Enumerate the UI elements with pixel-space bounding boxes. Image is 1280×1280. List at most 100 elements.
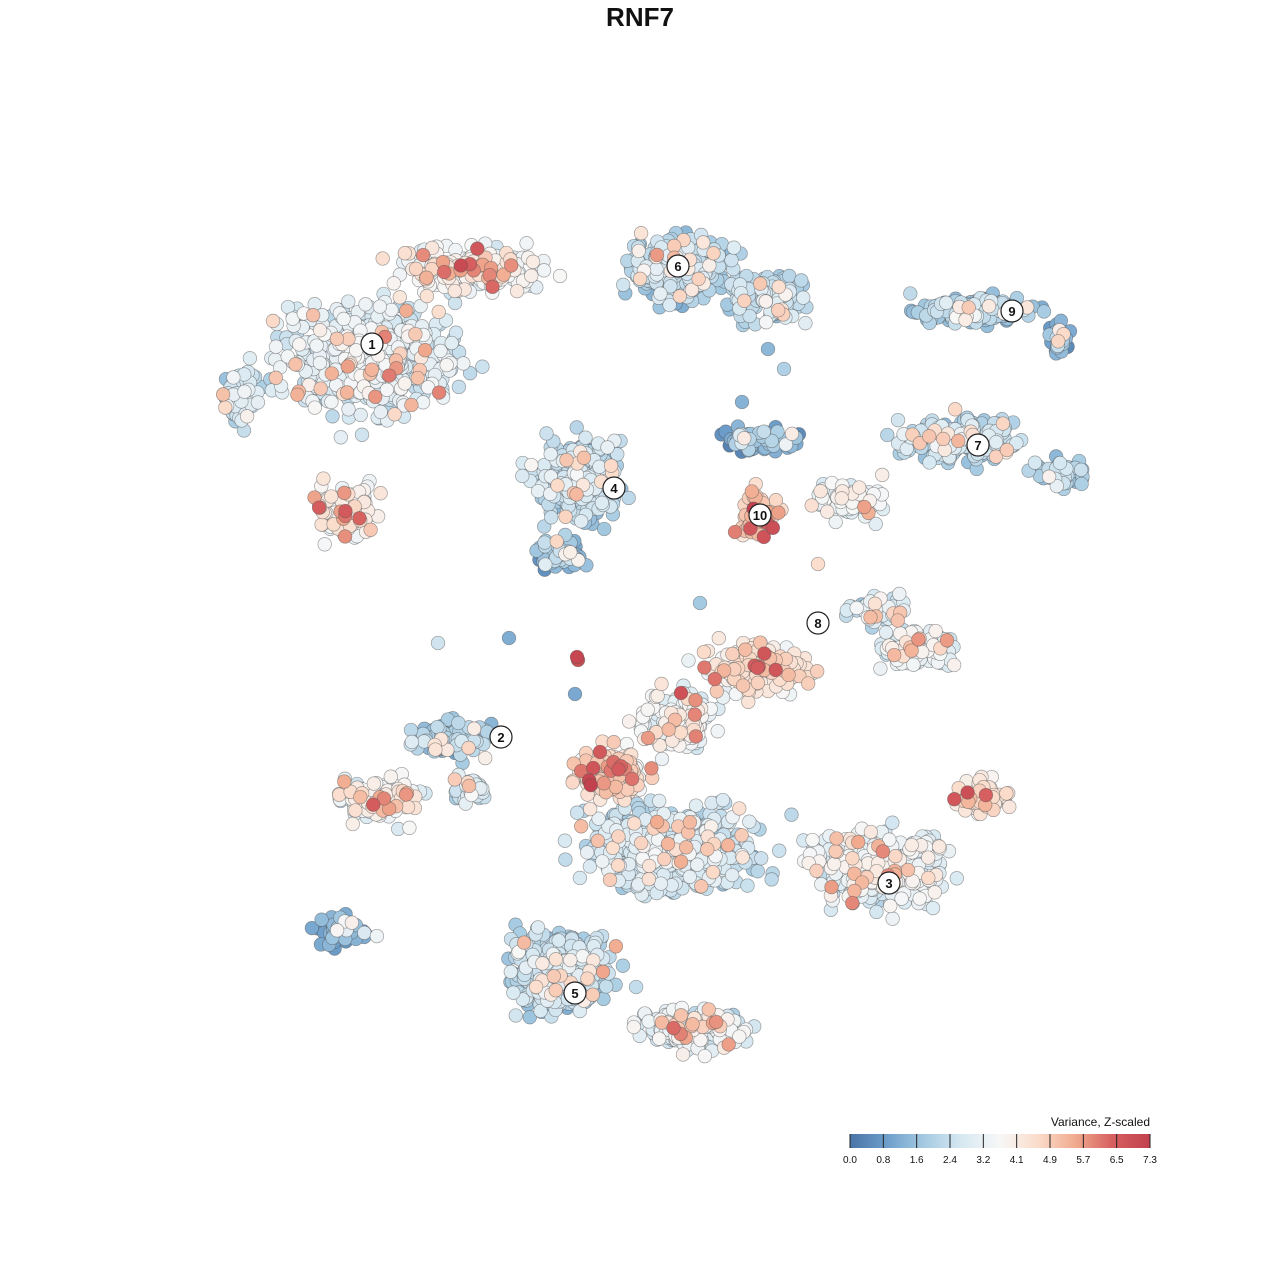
cell-point — [768, 662, 783, 678]
colorbar-tick-label: 4.9 — [1043, 1155, 1057, 1166]
cell-point — [475, 359, 490, 374]
cell-point — [687, 707, 702, 722]
cell-point — [525, 254, 541, 269]
cluster-label-badge — [1000, 299, 1024, 323]
cell-point — [758, 294, 773, 309]
cell-point — [995, 416, 1011, 431]
cell-point — [305, 308, 321, 323]
cell-point — [325, 409, 340, 424]
cell-point — [744, 484, 759, 499]
colorbar: 0.0 0.8 1.6 2.4 3.2 4.1 4.9 5.7 6.5 7.3 — [843, 1134, 1157, 1166]
cell-point — [750, 675, 766, 690]
cell-point — [904, 837, 919, 853]
cell-point — [444, 335, 459, 351]
cell-point — [737, 293, 752, 308]
cell-point — [591, 811, 606, 826]
cell-point — [868, 516, 883, 532]
cell-point — [447, 295, 463, 311]
cell-point — [826, 856, 842, 872]
cell-point — [340, 359, 355, 374]
cell-point — [709, 1014, 724, 1030]
cluster-label-badge — [602, 476, 626, 500]
cell-point — [912, 891, 927, 906]
cell-point — [580, 971, 595, 986]
cell-point — [398, 787, 414, 802]
cell-point — [404, 397, 419, 413]
cell-point — [485, 279, 500, 294]
cell-point — [706, 246, 721, 261]
cell-point — [268, 370, 283, 385]
cell-point — [742, 814, 757, 829]
cell-point — [810, 556, 826, 572]
cell-point — [605, 840, 620, 856]
cell-point — [373, 486, 388, 501]
cell-point — [317, 537, 332, 552]
cell-point — [539, 426, 554, 441]
cluster-label-badge — [360, 332, 384, 356]
cell-point — [851, 834, 866, 850]
cell-point — [725, 867, 740, 883]
cell-point — [242, 351, 258, 366]
cell-point — [509, 283, 525, 299]
cell-point — [927, 885, 942, 900]
cell-point — [557, 833, 573, 848]
cell-point — [644, 761, 659, 776]
cell-point — [576, 450, 592, 465]
cell-point — [590, 833, 606, 848]
cell-point — [338, 503, 353, 519]
cell-point — [606, 735, 621, 750]
colorbar-tick-label: 3.2 — [976, 1155, 990, 1166]
cell-point — [681, 653, 696, 668]
cell-point — [569, 487, 584, 502]
colorbar-tick-label: 6.5 — [1110, 1155, 1124, 1166]
cell-point — [682, 869, 697, 884]
cell-point — [732, 1029, 747, 1044]
cell-point — [582, 859, 598, 874]
cell-point — [782, 268, 797, 284]
cell-point — [999, 442, 1015, 458]
cell-point — [887, 647, 902, 663]
cell-point — [948, 402, 963, 417]
cell-point — [314, 517, 329, 532]
cluster-label-4: 4 — [602, 476, 626, 500]
cell-point — [888, 849, 903, 864]
cell-point — [352, 511, 367, 526]
cell-point — [741, 694, 756, 709]
cell-point — [574, 514, 589, 529]
cluster-label-3: 3 — [877, 871, 901, 895]
cell-point — [892, 586, 907, 602]
cell-point — [672, 289, 687, 304]
cluster-label-5: 5 — [563, 981, 587, 1005]
cell-point — [292, 337, 307, 352]
cell-point — [805, 832, 820, 848]
cell-point — [602, 872, 618, 887]
cell-point — [946, 657, 962, 673]
cell-point — [375, 251, 390, 266]
cell-point — [673, 1008, 689, 1023]
cell-point — [760, 341, 776, 357]
cell-point — [697, 1048, 712, 1064]
cell-point — [508, 1008, 523, 1023]
cell-point — [921, 870, 936, 886]
cell-point — [661, 722, 676, 737]
cell-point — [1049, 478, 1064, 494]
cell-point — [501, 630, 517, 646]
cell-point — [883, 898, 898, 914]
cell-point — [608, 939, 624, 954]
cell-point — [633, 226, 649, 241]
cell-point — [608, 779, 623, 795]
cell-point — [387, 407, 402, 422]
cell-point — [696, 235, 711, 250]
cell-point — [691, 271, 706, 287]
cell-point — [1002, 799, 1017, 815]
cell-point — [652, 738, 668, 753]
cell-point — [890, 613, 905, 628]
cell-point — [626, 1019, 641, 1035]
cell-point — [1051, 334, 1066, 349]
cell-point — [461, 778, 477, 794]
cell-point — [288, 357, 303, 372]
cell-point — [324, 366, 339, 381]
cell-point — [316, 471, 331, 486]
cell-point — [771, 505, 786, 520]
